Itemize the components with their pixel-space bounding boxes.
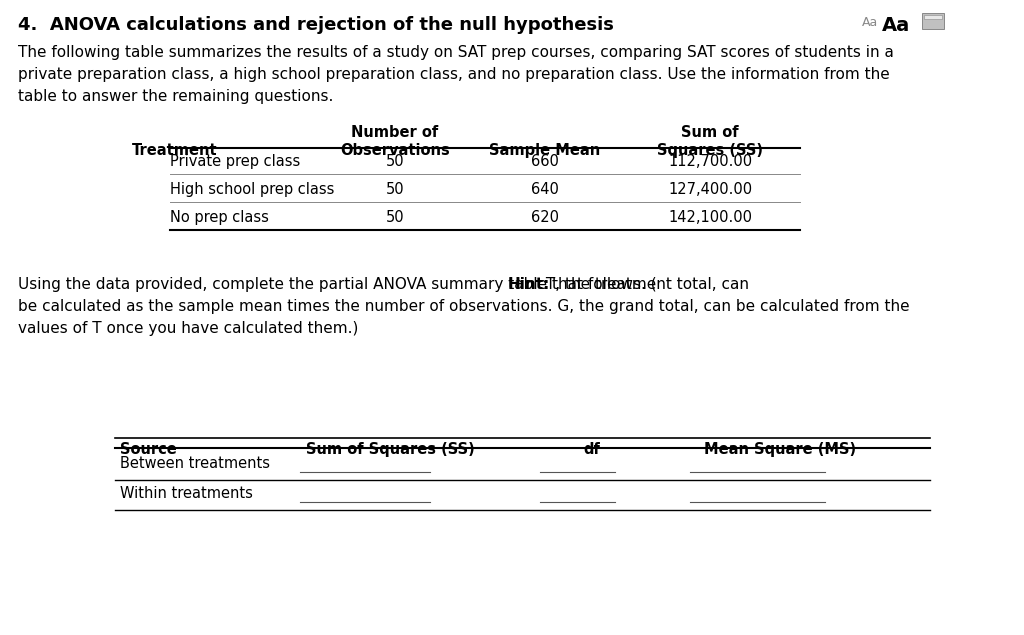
Text: Hint:: Hint: [508,277,551,292]
Text: No prep class: No prep class [170,210,269,225]
Bar [922,13,944,29]
Text: 4.  ANOVA calculations and rejection of the null hypothesis: 4. ANOVA calculations and rejection of t… [18,16,613,34]
Text: 620: 620 [531,210,559,225]
Text: Observations: Observations [340,143,450,158]
Text: Within treatments: Within treatments [120,486,253,501]
Text: 50: 50 [386,210,404,225]
Text: Sum of Squares (SS): Sum of Squares (SS) [305,442,474,457]
Text: Treatment: Treatment [132,143,218,158]
Text: Sample Mean: Sample Mean [489,143,601,158]
Text: High school prep class: High school prep class [170,182,335,197]
Text: Sum of: Sum of [681,125,738,140]
Bar [924,15,942,19]
Text: The following table summarizes the results of a study on SAT prep courses, compa: The following table summarizes the resul… [18,45,894,60]
Text: 112,700.00: 112,700.00 [668,154,752,169]
Text: Aa: Aa [882,16,910,35]
Text: Private prep class: Private prep class [170,154,300,169]
Text: Between treatments: Between treatments [120,456,270,471]
Text: Squares (SS): Squares (SS) [657,143,763,158]
Text: table to answer the remaining questions.: table to answer the remaining questions. [18,89,334,104]
Text: Using the data provided, complete the partial ANOVA summary table that follows. : Using the data provided, complete the pa… [18,277,656,292]
Text: 142,100.00: 142,100.00 [668,210,752,225]
Text: Aa: Aa [862,16,879,29]
Text: T, the treatment total, can: T, the treatment total, can [541,277,749,292]
Text: Number of: Number of [351,125,438,140]
Text: be calculated as the sample mean times the number of observations. G, the grand : be calculated as the sample mean times t… [18,299,909,314]
Text: Source: Source [120,442,177,457]
Text: 50: 50 [386,182,404,197]
Text: Mean Square (MS): Mean Square (MS) [703,442,856,457]
Text: values of T once you have calculated them.): values of T once you have calculated the… [18,321,358,336]
Text: private preparation class, a high school preparation class, and no preparation c: private preparation class, a high school… [18,67,890,82]
Text: 660: 660 [531,154,559,169]
Text: 640: 640 [531,182,559,197]
Text: 127,400.00: 127,400.00 [668,182,752,197]
Text: df: df [584,442,600,457]
Text: 50: 50 [386,154,404,169]
